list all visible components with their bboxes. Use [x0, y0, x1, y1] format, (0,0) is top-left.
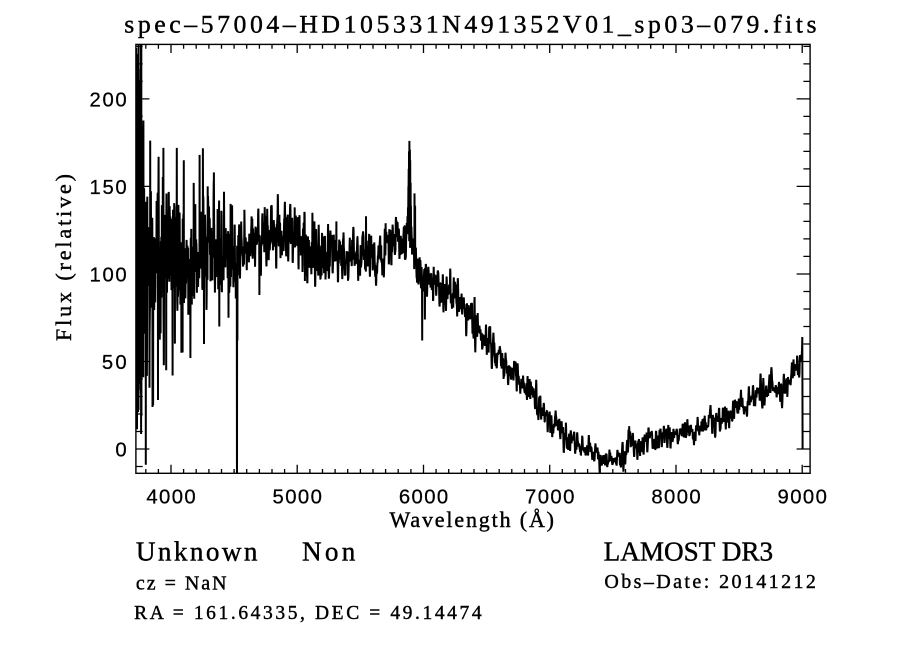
svg-text:8000: 8000 [651, 487, 700, 509]
svg-text:Flux (relative): Flux (relative) [51, 174, 76, 341]
svg-text:150: 150 [90, 177, 127, 199]
svg-text:Wavelength (Å): Wavelength (Å) [390, 507, 555, 532]
svg-text:0: 0 [115, 440, 126, 462]
svg-text:4000: 4000 [146, 487, 195, 509]
svg-text:6000: 6000 [399, 487, 448, 509]
svg-text:9000: 9000 [778, 487, 827, 509]
svg-text:5000: 5000 [273, 487, 322, 509]
svg-text:cz = NaN: cz = NaN [136, 572, 227, 594]
svg-text:Unknown: Unknown [136, 536, 258, 566]
svg-text:spec–57004–HD105331N491352V01_: spec–57004–HD105331N491352V01_sp03–079.f… [124, 10, 816, 39]
svg-text:RA = 161.64335, DEC = 49.1447: RA = 161.64335, DEC = 49.14474 [134, 603, 482, 624]
svg-text:LAMOST DR3: LAMOST DR3 [604, 536, 774, 566]
svg-text:7000: 7000 [525, 487, 574, 509]
svg-text:100: 100 [90, 265, 127, 287]
svg-text:Non: Non [302, 536, 356, 566]
svg-text:200: 200 [90, 90, 127, 112]
